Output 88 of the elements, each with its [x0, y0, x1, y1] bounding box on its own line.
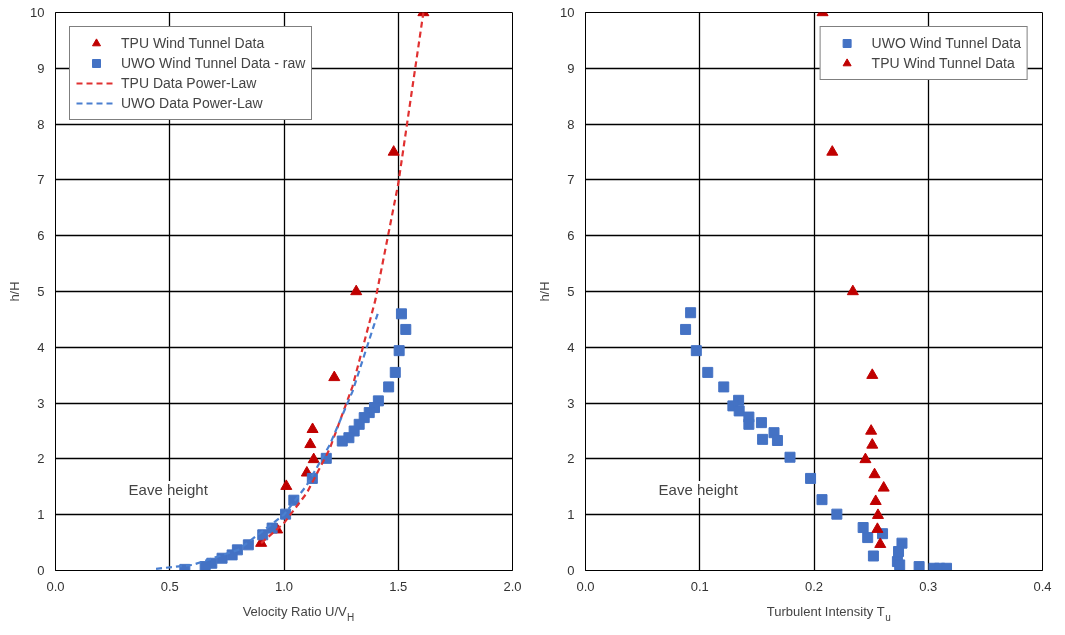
- x-tick-label: 0.0: [46, 578, 65, 594]
- x-tick-label: 0.1: [690, 578, 709, 594]
- y-tick-label: 3: [37, 395, 45, 411]
- point: [383, 381, 395, 393]
- point: [199, 561, 211, 571]
- y-tick-label: 6: [567, 228, 575, 244]
- point: [306, 422, 319, 433]
- legend-label: UWO Data Power-Law: [121, 95, 263, 111]
- y-tick-label: 8: [37, 116, 45, 132]
- point: [718, 381, 730, 393]
- y-tick-label: 0: [567, 563, 575, 578]
- point: [395, 308, 407, 320]
- y-tick-label: 5: [567, 284, 575, 299]
- y-tick-label: 2: [567, 451, 575, 467]
- point: [867, 550, 879, 562]
- point: [866, 368, 879, 379]
- point: [826, 145, 839, 156]
- point: [865, 424, 878, 435]
- y-tick-label: 2: [37, 451, 45, 467]
- y-tick-label: 8: [567, 116, 575, 132]
- point: [877, 481, 890, 492]
- point: [859, 452, 872, 464]
- y-tick-label: 7: [37, 172, 45, 188]
- y-tick-label: 6: [37, 228, 45, 244]
- legend-label: UWO Wind Tunnel Data - raw: [121, 55, 306, 71]
- legend-label: UWO Wind Tunnel Data: [871, 35, 1021, 51]
- point: [869, 494, 882, 505]
- y-axis-title: h/H: [537, 281, 553, 302]
- y-tick-label: 3: [567, 395, 575, 411]
- y-tick-label: 4: [37, 339, 45, 355]
- y-axis-title: h/H: [7, 281, 23, 302]
- point: [816, 494, 828, 506]
- annotation: Eave height: [128, 481, 209, 499]
- point: [389, 366, 401, 378]
- y-tick-label: 5: [37, 284, 45, 299]
- y-tick-label: 0: [37, 563, 45, 578]
- point: [304, 437, 317, 449]
- y-tick-label: 10: [30, 5, 45, 20]
- point: [757, 433, 769, 445]
- point: [743, 418, 755, 430]
- point: [755, 417, 767, 429]
- point: [893, 546, 905, 558]
- x-tick-label: 0.4: [1033, 578, 1052, 594]
- y-tick-label: 1: [567, 507, 575, 523]
- point: [862, 532, 874, 544]
- point: [685, 307, 697, 319]
- point: [868, 467, 881, 479]
- point: [831, 508, 843, 520]
- point: [857, 522, 869, 534]
- y-tick-label: 4: [567, 339, 575, 355]
- x-tick-label: 2.0: [503, 578, 522, 594]
- x-tick-label: 1.0: [274, 578, 294, 594]
- y-tick-label: 7: [567, 172, 575, 188]
- y-tick-label: 1: [37, 507, 45, 523]
- legend-label: TPU Wind Tunnel Data: [121, 35, 265, 51]
- point: [400, 323, 412, 335]
- x-tick-label: 1.5: [389, 578, 408, 594]
- point: [690, 345, 702, 357]
- point: [387, 145, 400, 156]
- point: [866, 438, 879, 449]
- point: [307, 452, 320, 464]
- x-tick-label: 0.0: [576, 578, 595, 594]
- point: [771, 434, 783, 446]
- point: [350, 284, 363, 296]
- point: [328, 370, 341, 382]
- y-tick-label: 9: [567, 60, 575, 76]
- point: [336, 435, 348, 447]
- point: [733, 405, 745, 417]
- point: [702, 366, 714, 378]
- point: [913, 561, 925, 571]
- legend-label: TPU Data Power-Law: [121, 75, 257, 91]
- x-tick-label: 0.3: [919, 578, 938, 594]
- annotation: Eave height: [658, 481, 739, 499]
- point: [871, 522, 884, 533]
- point: [393, 345, 405, 357]
- point: [871, 508, 884, 519]
- point: [680, 323, 692, 335]
- x-tick-label: 0.5: [160, 578, 179, 594]
- point: [941, 562, 953, 571]
- x-tick-label: 0.2: [804, 578, 824, 594]
- point: [846, 284, 859, 296]
- point: [280, 479, 293, 490]
- y-tick-label: 10: [560, 5, 575, 20]
- y-tick-label: 9: [37, 60, 45, 76]
- point: [874, 537, 887, 548]
- point: [784, 451, 796, 463]
- legend-label: TPU Wind Tunnel Data: [871, 55, 1015, 71]
- point: [805, 472, 817, 484]
